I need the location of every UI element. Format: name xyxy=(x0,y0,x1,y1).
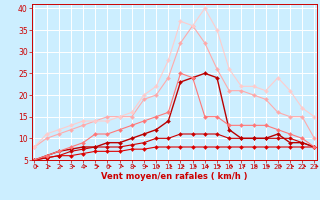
X-axis label: Vent moyen/en rafales ( km/h ): Vent moyen/en rafales ( km/h ) xyxy=(101,172,248,181)
